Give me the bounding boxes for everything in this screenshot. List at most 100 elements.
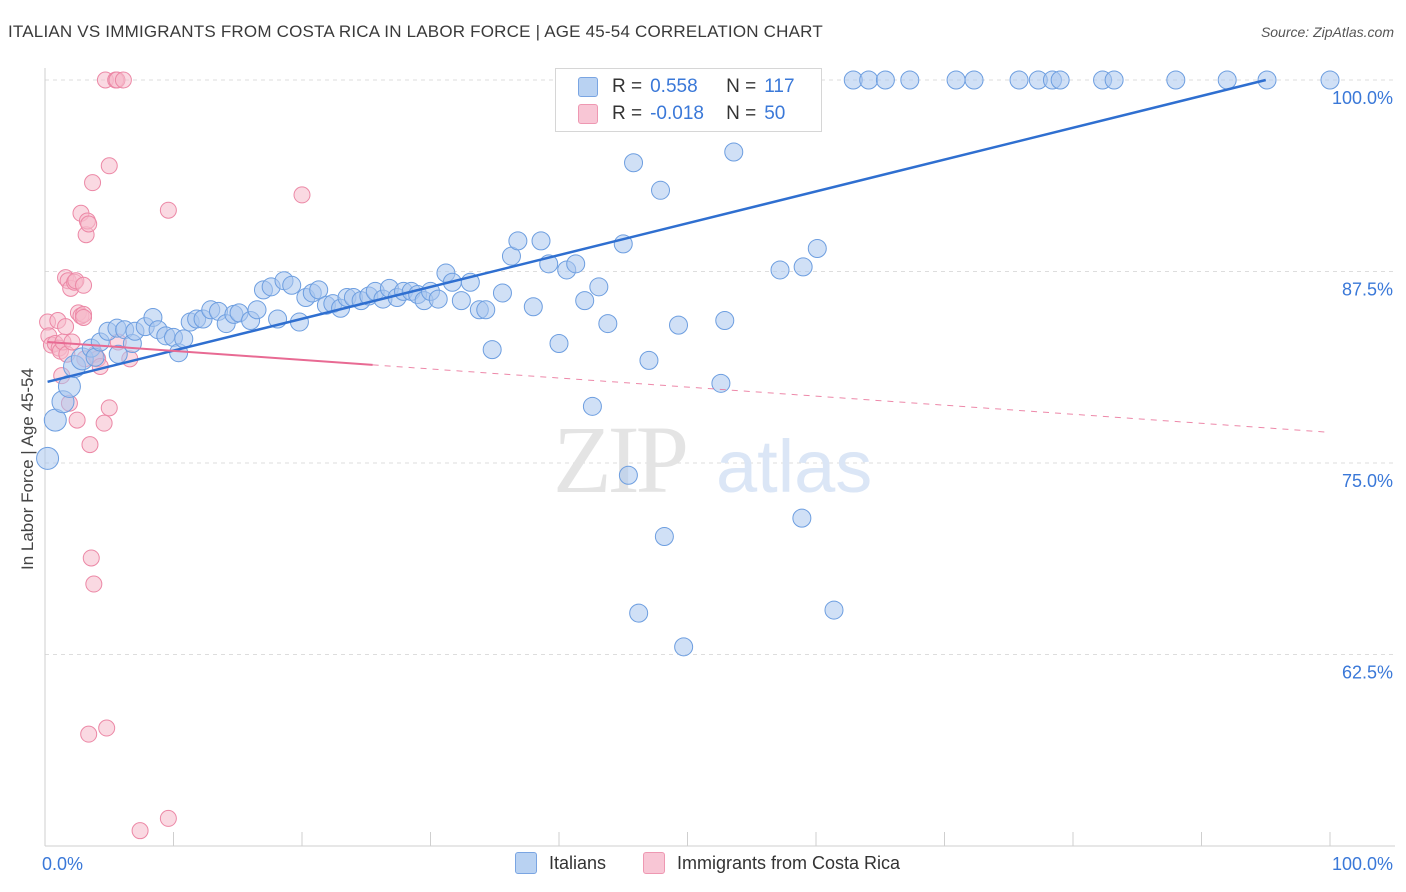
watermark-zip: ZIP [553, 406, 686, 513]
data-point-italians [793, 257, 813, 277]
data-point-italians [629, 603, 649, 623]
data-point-italians [875, 70, 895, 90]
y-tick-label: 62.5% [1342, 663, 1393, 683]
legend-swatch-blue [578, 77, 598, 97]
data-point-italians [651, 180, 671, 200]
data-point-italians [624, 153, 644, 173]
data-point-italians [482, 340, 502, 360]
data-point-italians [523, 297, 543, 317]
data-point-costa-rica [80, 725, 98, 743]
trend-line-costa-rica-solid [47, 340, 373, 366]
legend-swatch-pink [578, 104, 598, 124]
data-point-italians [946, 70, 966, 90]
legend-r-value: 0.558 [650, 76, 698, 97]
legend-swatch-costa-rica [643, 852, 665, 874]
series-legend: Italians Immigrants from Costa Rica [0, 852, 1406, 876]
watermark: ZIP atlas [553, 406, 872, 513]
data-point-italians [618, 465, 638, 485]
data-point-costa-rica [159, 201, 177, 219]
data-point-costa-rica [131, 822, 149, 840]
data-point-italians [669, 315, 689, 335]
legend-swatch-italians [515, 852, 537, 874]
legend-label-italians: Italians [549, 852, 607, 873]
legend-item-costa-rica[interactable]: Immigrants from Costa Rica [643, 852, 900, 874]
data-point-italians [476, 300, 496, 320]
data-point-costa-rica [98, 719, 116, 737]
data-point-italians [900, 70, 920, 90]
x-tick-label-max: 100.0% [1332, 854, 1393, 874]
series-costa-rica-points [39, 71, 311, 840]
data-point-italians [174, 329, 194, 349]
stats-legend: R = 0.558 N = 117 R = -0.018 N = 50 [555, 68, 822, 132]
data-point-costa-rica [81, 436, 99, 454]
data-point-italians [1166, 70, 1186, 90]
data-point-italians [531, 231, 551, 251]
data-point-costa-rica [80, 215, 98, 233]
data-point-costa-rica [75, 276, 93, 294]
data-point-costa-rica [95, 414, 113, 432]
tick-labels: 62.5% 75.0% 87.5% 100.0% 0.0% 100.0% [42, 88, 1393, 874]
data-point-italians [1104, 70, 1124, 90]
data-point-italians [451, 291, 471, 311]
legend-r-label: R = [612, 103, 643, 124]
watermark-atlas: atlas [716, 425, 872, 508]
stats-legend-row-italians: R = 0.558 N = 117 [578, 75, 795, 99]
data-point-italians [654, 527, 674, 547]
legend-n-value: 50 [764, 103, 786, 124]
data-point-costa-rica [159, 809, 177, 827]
trend-line-italians [47, 78, 1267, 384]
data-point-costa-rica [114, 71, 132, 89]
data-point-italians [1320, 70, 1340, 90]
data-point-costa-rica [63, 333, 81, 351]
data-point-costa-rica [57, 318, 75, 336]
data-point-costa-rica [84, 174, 102, 192]
x-tick-label-min: 0.0% [42, 854, 83, 874]
data-point-italians [715, 311, 735, 331]
legend-label-costa-rica: Immigrants from Costa Rica [677, 852, 901, 873]
grid-lines [45, 79, 1395, 655]
y-axis-label: In Labor Force | Age 45-54 [18, 368, 37, 570]
data-point-italians [549, 334, 569, 354]
data-point-costa-rica [293, 186, 311, 204]
data-point-italians [674, 637, 694, 657]
data-point-italians [1257, 70, 1277, 90]
data-point-costa-rica [85, 575, 103, 593]
data-point-italians [247, 300, 267, 320]
data-point-italians [639, 350, 659, 370]
data-point-italians [770, 260, 790, 280]
data-point-italians [575, 291, 595, 311]
data-point-italians [711, 373, 731, 393]
trend-line-costa-rica-dashed [372, 364, 1331, 433]
legend-n-label: N = [726, 76, 757, 97]
data-point-italians [824, 600, 844, 620]
legend-n-value: 117 [764, 76, 795, 97]
data-point-italians [508, 231, 528, 251]
data-point-costa-rica [75, 308, 93, 326]
data-point-italians [1050, 70, 1070, 90]
data-point-italians [589, 277, 609, 297]
data-point-italians [566, 254, 586, 274]
data-point-italians [492, 283, 512, 303]
data-point-italians [582, 396, 602, 416]
series-italians-points [36, 70, 1340, 657]
y-tick-label: 75.0% [1342, 471, 1393, 491]
y-tick-label: 100.0% [1332, 88, 1393, 108]
data-point-italians [428, 289, 448, 309]
y-tick-label: 87.5% [1342, 280, 1393, 300]
data-point-italians [964, 70, 984, 90]
legend-item-italians[interactable]: Italians [515, 852, 606, 874]
data-point-italians [598, 314, 618, 334]
data-point-italians [36, 446, 60, 470]
data-point-italians [859, 70, 879, 90]
data-point-italians [309, 280, 329, 300]
legend-r-label: R = [612, 76, 643, 97]
chart-title: ITALIAN VS IMMIGRANTS FROM COSTA RICA IN… [8, 22, 823, 41]
data-point-costa-rica [100, 399, 118, 417]
data-point-costa-rica [82, 549, 100, 567]
data-point-italians [807, 239, 827, 259]
data-point-italians [1009, 70, 1029, 90]
stats-legend-row-costa-rica: R = -0.018 N = 50 [578, 102, 785, 126]
source-credit: Source: ZipAtlas.com [1260, 24, 1394, 40]
legend-n-label: N = [726, 103, 757, 124]
data-point-costa-rica [100, 157, 118, 175]
